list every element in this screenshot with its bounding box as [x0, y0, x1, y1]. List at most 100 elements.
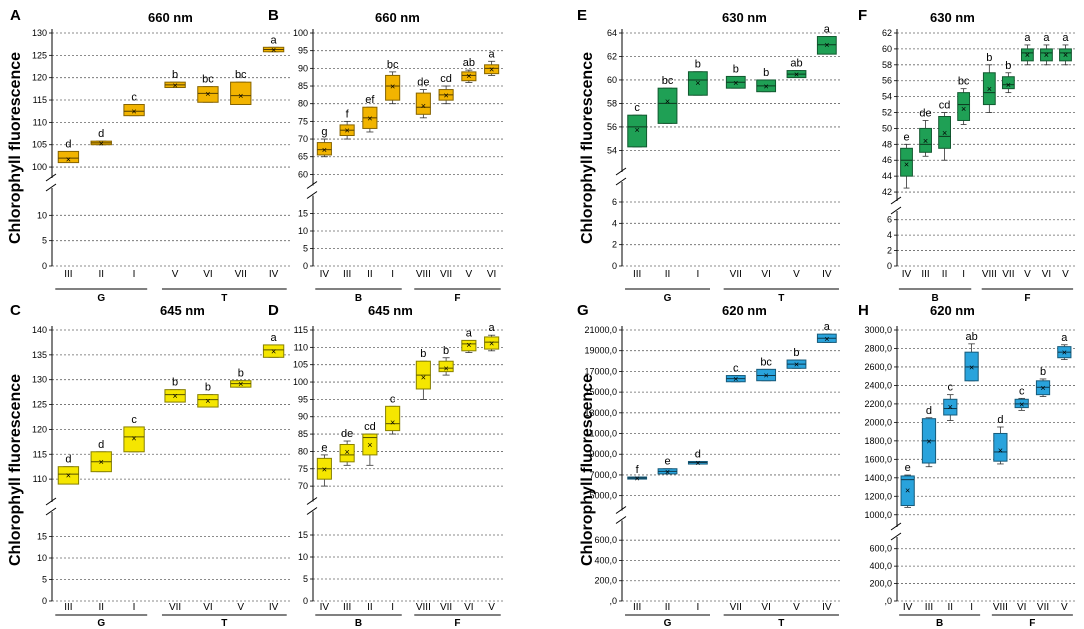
box-iqr — [756, 368, 777, 382]
box-iqr — [316, 142, 332, 156]
mean-marker: × — [905, 485, 910, 495]
y-tick-label: 95 — [298, 394, 308, 404]
y-tick-label: 2400,0 — [864, 380, 892, 390]
box-vi: × bc — [756, 356, 777, 382]
x-category-label: VIII — [982, 269, 997, 280]
axis-break-mark — [45, 183, 57, 192]
y-tick-label: 115 — [33, 449, 47, 459]
x-category-label: III — [343, 269, 351, 280]
panel-title: 645 nm — [160, 303, 205, 318]
y-tick-label: 90 — [298, 412, 308, 422]
axis-break-mark — [306, 507, 318, 515]
x-category-label: III — [633, 602, 641, 613]
y-tick-label: 120 — [32, 73, 47, 83]
x-category-label: III — [343, 602, 351, 613]
box-iqr — [461, 71, 477, 82]
y-tick-label: 115 — [294, 325, 308, 335]
y-tick-label: 80 — [298, 99, 308, 109]
significance-letter: a — [489, 322, 496, 334]
x-category-label: IV — [269, 602, 279, 613]
x-category-label: I — [696, 602, 699, 613]
mean-marker: × — [695, 458, 700, 468]
mean-marker: × — [172, 391, 177, 401]
y-tick-label: 15 — [298, 530, 308, 540]
y-tick-label: 11000,0 — [585, 429, 617, 439]
y-tick-label: 200,0 — [869, 579, 892, 589]
significance-letter: d — [98, 128, 104, 140]
y-tick-label: 10 — [298, 226, 308, 236]
box-viii: ×b — [415, 348, 431, 400]
significance-letter: bc — [760, 356, 772, 368]
group-label: T — [221, 618, 227, 629]
y-tick-label: 60 — [298, 169, 308, 179]
mean-marker: × — [271, 45, 276, 55]
box-vii: ×c — [725, 363, 746, 384]
y-tick-label: 0 — [887, 261, 892, 271]
x-category-label: VII — [440, 602, 452, 613]
box-i: × bc — [385, 59, 401, 105]
x-category-label: V — [1061, 602, 1068, 613]
y-tick-label: ,0 — [884, 596, 892, 606]
mean-marker: × — [923, 136, 928, 146]
x-category-label: III — [633, 269, 641, 280]
y-tick-label: 58 — [882, 60, 892, 70]
significance-letter: a — [1043, 32, 1050, 44]
box-i: ×b — [687, 59, 708, 96]
significance-letter: de — [417, 77, 429, 89]
y-tick-label: 1200,0 — [864, 491, 892, 501]
significance-letter: b — [695, 59, 701, 71]
axis-break-mark — [45, 507, 57, 516]
box-ii: × bc — [657, 75, 678, 124]
box-iii: × de — [339, 428, 355, 466]
x-category-label: VI — [203, 269, 212, 280]
box-iqr — [957, 92, 971, 121]
box-iqr — [123, 426, 145, 453]
group-label: F — [454, 618, 460, 629]
y-tick-label: 200,0 — [594, 576, 617, 586]
x-category-label: VI — [761, 269, 770, 280]
box-iii: ×f — [627, 464, 648, 484]
y-tick-label: 15 — [298, 209, 308, 219]
x-category-label: V — [1024, 269, 1031, 280]
box-i: ×c — [123, 92, 145, 117]
box-ii: ×d — [90, 439, 112, 473]
y-axis-label: Chlorophyll fluorescence — [579, 374, 596, 566]
y-tick-label: 10 — [298, 552, 308, 562]
y-tick-label: 110 — [33, 117, 47, 127]
significance-letter: a — [489, 48, 496, 60]
y-tick-label: 6 — [887, 215, 892, 225]
y-tick-label: 125 — [32, 400, 47, 410]
mean-marker: × — [390, 82, 395, 92]
panel-letter: D — [268, 302, 279, 319]
x-category-label: VII — [1002, 269, 1014, 280]
y-tick-label: 3000,0 — [864, 325, 892, 335]
y-tick-label: 4 — [887, 230, 892, 240]
mean-marker: × — [948, 402, 953, 412]
y-tick-label: 6 — [612, 197, 617, 207]
y-tick-label: 62 — [882, 28, 892, 38]
box-v: × ab — [461, 57, 477, 83]
x-category-label: II — [948, 602, 954, 613]
x-category-label: V — [466, 269, 473, 280]
box-vii: ×b — [1001, 60, 1015, 94]
axis-break-mark — [890, 532, 902, 541]
significance-letter: c — [131, 92, 137, 104]
significance-letter: c — [634, 102, 640, 114]
y-tick-label: 13000,0 — [584, 408, 617, 418]
mean-marker: × — [238, 91, 243, 101]
x-category-label: I — [962, 269, 965, 280]
group-label: F — [1029, 618, 1035, 629]
significance-letter: d — [997, 414, 1003, 426]
x-category-label: V — [488, 602, 495, 613]
y-tick-label: 1800,0 — [864, 436, 892, 446]
mean-marker: × — [926, 436, 931, 446]
y-tick-label: 600,0 — [594, 535, 617, 545]
significance-letter: bc — [958, 76, 970, 88]
y-tick-label: 54 — [882, 92, 892, 102]
y-tick-label: 110 — [33, 474, 47, 484]
significance-letter: b — [986, 52, 992, 64]
panel-title: 630 nm — [722, 10, 767, 25]
group-label: F — [1024, 293, 1030, 304]
y-tick-label: 75 — [298, 464, 308, 474]
y-tick-label: 95 — [298, 46, 308, 56]
